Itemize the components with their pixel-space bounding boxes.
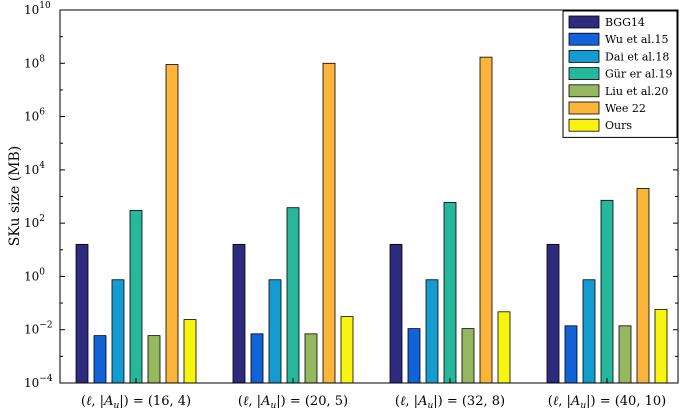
bar-wee-22-1 xyxy=(165,64,179,384)
bar-wu-et-al-15-4 xyxy=(564,325,578,384)
legend-label: Liu et al.20 xyxy=(605,85,668,98)
bar-bgg14-4 xyxy=(546,243,560,384)
y-tick-label: 104 xyxy=(24,161,45,177)
legend-swatch xyxy=(568,67,600,80)
y-tick-label: 10−4 xyxy=(24,374,53,390)
y-tick-label: 102 xyxy=(24,214,45,230)
y-tick-label: 1010 xyxy=(24,1,51,17)
legend: BGG14 Wu et al.15 Dai et al.18 Gür er al.19… xyxy=(562,10,678,138)
legend-swatch xyxy=(568,15,600,29)
bar-g-r-er-al-19-4 xyxy=(600,199,614,384)
legend-swatch xyxy=(568,32,600,46)
bar-bgg14-1 xyxy=(75,243,89,384)
bar-dai-et-al-18-2 xyxy=(268,279,282,384)
x-axis-labels: (ℓ, |Au|) = (16, 4) (ℓ, |Au|) = (20, 5) (ℓ… xyxy=(81,378,666,409)
y-tick-label: 108 xyxy=(24,54,45,70)
y-tick-label: 100 xyxy=(24,267,45,283)
x-category-label: (ℓ, |Au|) = (16, 4) xyxy=(81,394,191,409)
y-axis-title: SKu size (MB) xyxy=(7,146,23,247)
bar-g-r-er-al-19-2 xyxy=(286,207,300,384)
legend-label: Wee 22 xyxy=(605,102,646,115)
bar-bgg14-2 xyxy=(232,243,246,384)
bar-ours-3 xyxy=(497,311,511,384)
bar-wee-22-4 xyxy=(636,188,650,384)
bar-wu-et-al-15-1 xyxy=(93,335,107,384)
bar-ours-1 xyxy=(183,319,197,384)
x-category-label: (ℓ, |Au|) = (32, 8) xyxy=(395,394,505,409)
legend-swatch xyxy=(568,118,600,132)
bar-wee-22-3 xyxy=(479,56,493,384)
legend-swatch xyxy=(568,101,600,115)
legend-label: BGG14 xyxy=(605,16,645,29)
bar-liu-et-al-20-3 xyxy=(461,328,475,384)
x-category-label: (ℓ, |Au|) = (40, 10) xyxy=(548,394,666,409)
y-tick-label: 10−2 xyxy=(24,321,53,337)
y-tick-label: 106 xyxy=(24,108,45,124)
bar-wu-et-al-15-3 xyxy=(407,328,421,384)
bar-wee-22-2 xyxy=(322,62,336,384)
legend-label: Dai et al.18 xyxy=(605,50,669,63)
legend-swatch xyxy=(568,50,600,63)
bar-ours-4 xyxy=(654,308,668,384)
bar-dai-et-al-18-3 xyxy=(425,279,439,384)
bar-liu-et-al-20-2 xyxy=(304,333,318,384)
bar-bgg14-3 xyxy=(389,243,403,384)
bar-liu-et-al-20-4 xyxy=(618,325,632,384)
legend-label: Gür er al.19 xyxy=(605,68,672,81)
bar-ours-2 xyxy=(340,316,354,384)
legend-label: Ours xyxy=(605,119,632,132)
bar-dai-et-al-18-1 xyxy=(111,279,125,384)
legend-swatch xyxy=(568,84,600,98)
bar-g-r-er-al-19-1 xyxy=(129,210,143,384)
bar-g-r-er-al-19-3 xyxy=(443,202,457,384)
legend-label: Wu et al.15 xyxy=(605,33,668,46)
bar-liu-et-al-20-1 xyxy=(147,335,161,384)
x-category-label: (ℓ, |Au|) = (20, 5) xyxy=(238,394,348,409)
bar-wu-et-al-15-2 xyxy=(250,333,264,384)
bar-dai-et-al-18-4 xyxy=(582,279,596,384)
